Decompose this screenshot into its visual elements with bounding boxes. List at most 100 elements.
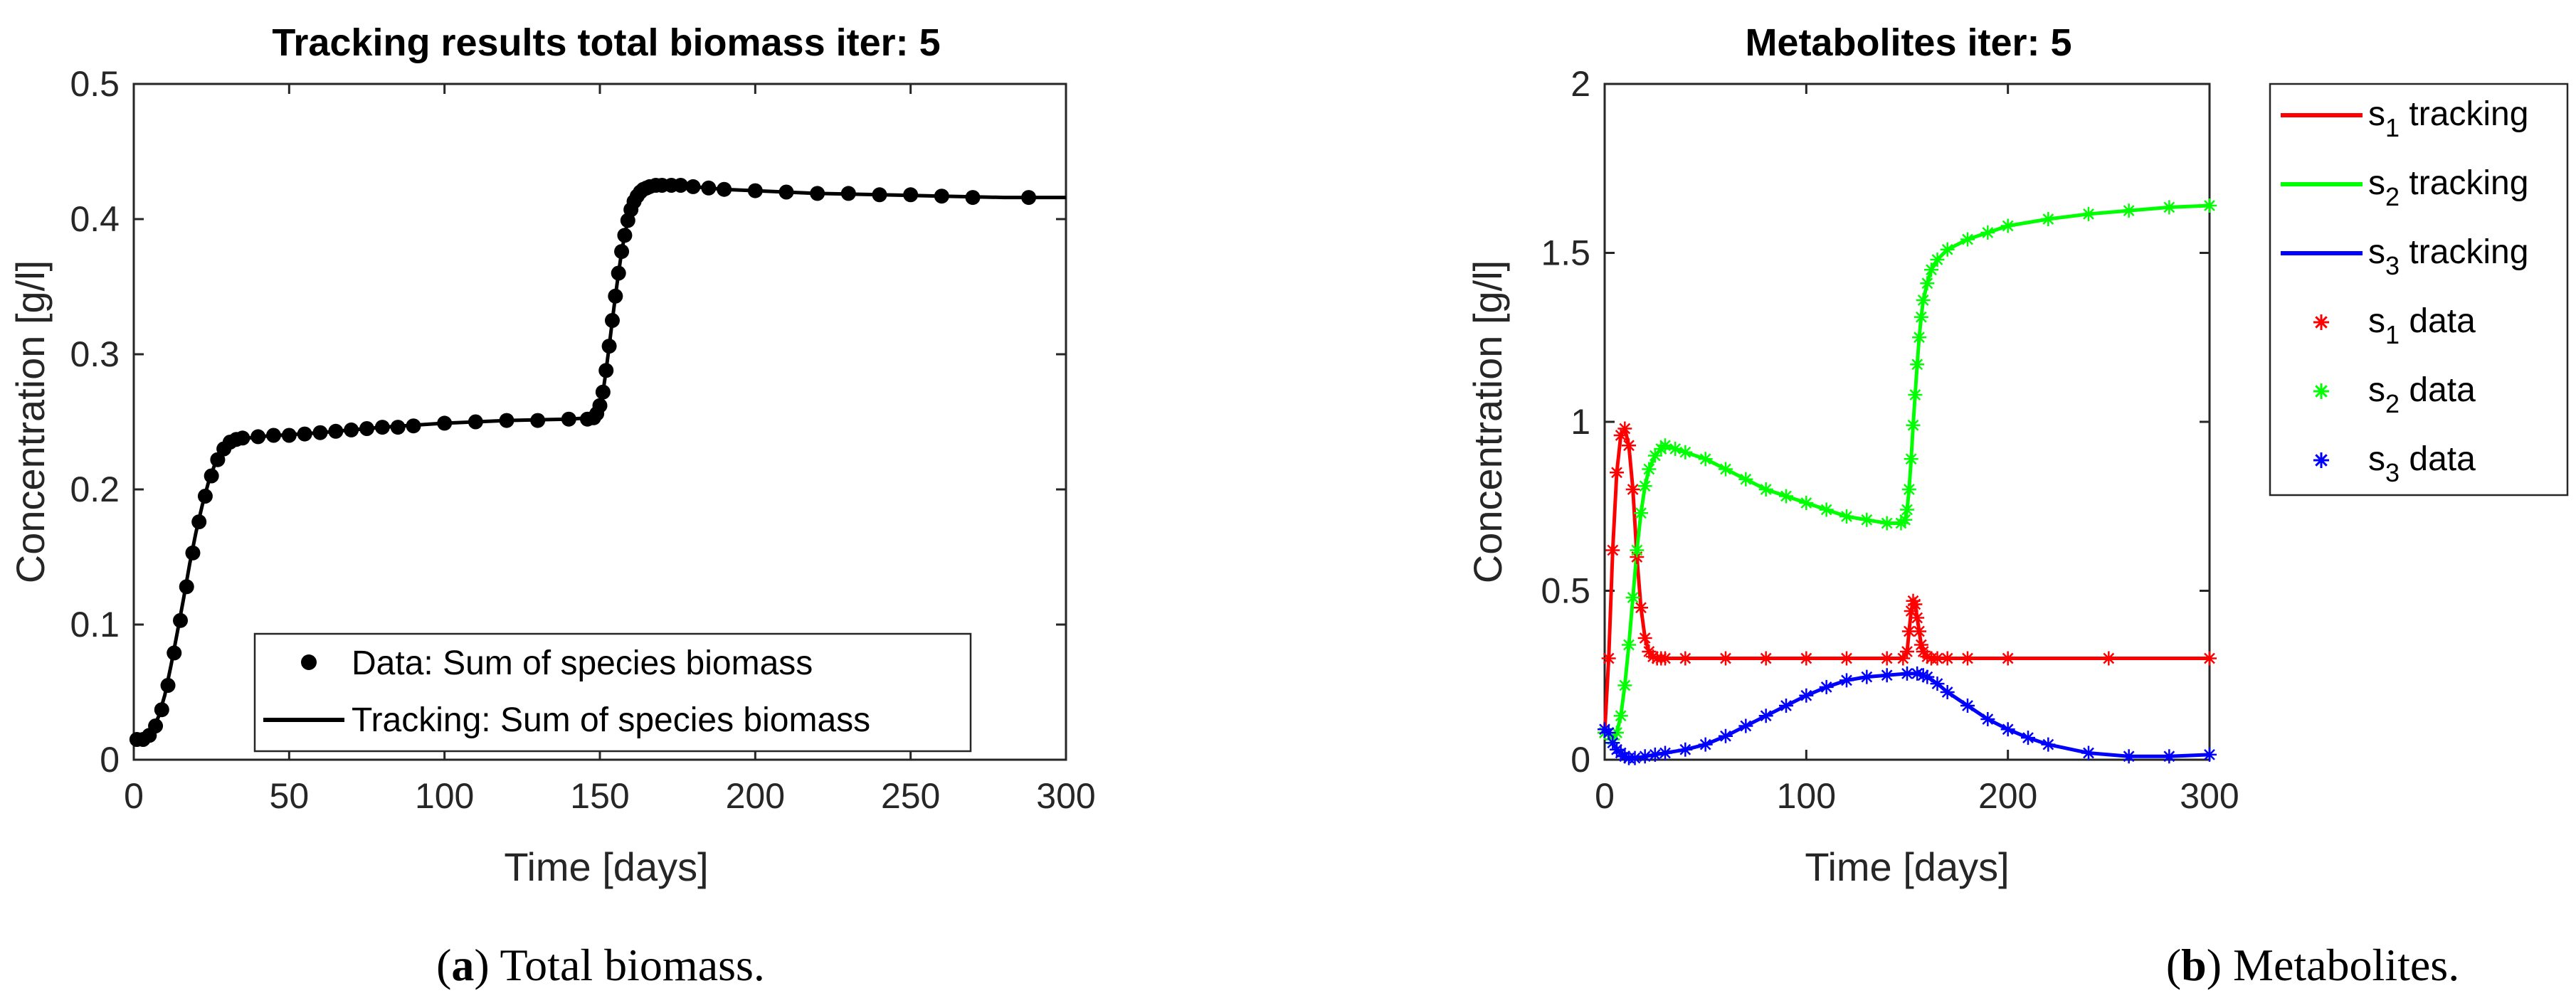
data-point-s2: [2000, 218, 2015, 233]
data-point-s2: [2121, 203, 2136, 218]
legend-marker-s3: [2313, 452, 2329, 468]
data-point: [374, 420, 390, 435]
data-point: [437, 415, 453, 431]
data-point-s3: [1960, 699, 1975, 713]
data-point-s2: [1637, 479, 1652, 494]
data-point: [468, 414, 483, 430]
data-point-s1: [1617, 421, 1632, 436]
x-tick-label: 200: [1978, 776, 2037, 816]
data-point-s2: [1625, 590, 1640, 605]
data-point-s2: [1642, 462, 1657, 477]
y-tick-label: 0.2: [70, 469, 120, 509]
y-tick-label: 0.5: [1541, 571, 1590, 611]
data-point: [595, 384, 611, 400]
data-point: [210, 452, 226, 467]
data-point: [934, 189, 949, 204]
data-point-s1: [1879, 651, 1894, 666]
x-tick-label: 250: [881, 776, 940, 816]
data-point: [604, 313, 620, 328]
x-tick-label: 200: [726, 776, 785, 816]
data-point-s1: [2000, 651, 2015, 666]
data-point: [530, 413, 546, 428]
data-point: [1021, 190, 1037, 206]
data-point-s3: [1819, 679, 1834, 694]
data-point-s3: [1647, 747, 1662, 762]
y-tick-label: 1.5: [1541, 233, 1590, 273]
data-point: [614, 244, 630, 260]
data-point: [359, 421, 374, 436]
data-point-s3: [1839, 673, 1854, 688]
data-point: [328, 423, 344, 439]
data-point-s3: [1627, 750, 1642, 765]
data-point-s2: [1900, 502, 1914, 517]
data-point: [608, 288, 623, 304]
data-point-s3: [2081, 745, 2096, 760]
y-tick-label: 0.3: [70, 334, 120, 374]
legend-box: [2269, 83, 2569, 497]
caption-b: (b) Metabolites.: [2166, 940, 2459, 990]
legend-marker-s1: [2313, 314, 2329, 330]
data-point-s2: [1630, 543, 1645, 558]
data-point-s1: [1658, 651, 1672, 666]
data-point-s1: [1605, 543, 1620, 558]
x-axis-label: Time [days]: [504, 844, 708, 889]
data-point: [185, 545, 201, 561]
data-point-s1: [1613, 428, 1628, 442]
data-point-s2: [1617, 678, 1632, 693]
legend-label-tracking: Tracking: Sum of species biomass: [352, 701, 870, 739]
legend-label: s2 data: [2368, 371, 2476, 418]
data-point-s2: [1799, 496, 1814, 510]
data-point-s1: [2101, 651, 2116, 666]
data-point-s2: [1819, 502, 1834, 517]
data-point-s2: [1719, 462, 1733, 477]
data-point: [406, 418, 421, 434]
data-point-s1: [1940, 651, 1955, 666]
data-point-s3: [1916, 668, 1931, 683]
data-point-s2: [1879, 516, 1894, 531]
data-point-s2: [2202, 198, 2217, 213]
data-point-s1: [1622, 438, 1636, 453]
data-point-s3: [1617, 749, 1632, 764]
legend-box: [253, 632, 972, 753]
data-point-s1: [1637, 631, 1652, 645]
data-point: [778, 184, 794, 200]
data-point-s2: [1906, 418, 1921, 432]
data-point: [235, 430, 250, 446]
data-point: [148, 718, 164, 733]
y-axis-label: Concentration [g/l]: [8, 260, 53, 583]
data-point: [197, 489, 213, 504]
data-point-s3: [1658, 745, 1672, 760]
data-point-s1: [1912, 624, 1926, 639]
data-point-s2: [1920, 276, 1935, 291]
data-point-s3: [1799, 688, 1814, 703]
data-point-s2: [1678, 445, 1693, 460]
data-point-s2: [1980, 225, 1995, 240]
data-point-s1: [1908, 597, 1923, 612]
data-point: [685, 179, 701, 194]
data-point: [903, 187, 919, 203]
data-point: [250, 429, 266, 445]
data-point: [281, 428, 297, 443]
data-point-s2: [1610, 726, 1624, 740]
legend-marker-s2: [2313, 383, 2329, 399]
data-point-s3: [2021, 731, 2035, 745]
data-point-s2: [1940, 242, 1955, 257]
x-tick-label: 100: [415, 776, 474, 816]
y-axis-label: Concentration [g/l]: [1465, 260, 1510, 583]
y-tick-label: 2: [1571, 64, 1590, 104]
data-point-s3: [1879, 668, 1894, 683]
data-point-s1: [1839, 651, 1854, 666]
data-point: [701, 180, 717, 196]
y-tick-label: 0.5: [70, 64, 120, 104]
data-point: [601, 339, 617, 354]
data-point: [390, 420, 406, 435]
data-point-s3: [1719, 728, 1733, 743]
data-point: [312, 425, 328, 440]
legend: Data: Sum of species biomass Tracking: S…: [253, 632, 972, 753]
data-point: [747, 183, 763, 198]
panel-metabolites: Metabolites iter: 5 0 0.5 1 1.5 2 0 100 200 300…: [1465, 21, 2569, 990]
data-point: [717, 181, 732, 197]
data-point-s2: [1613, 709, 1628, 723]
data-point-s2: [1901, 482, 1916, 497]
data-point-s3: [2162, 749, 2177, 764]
